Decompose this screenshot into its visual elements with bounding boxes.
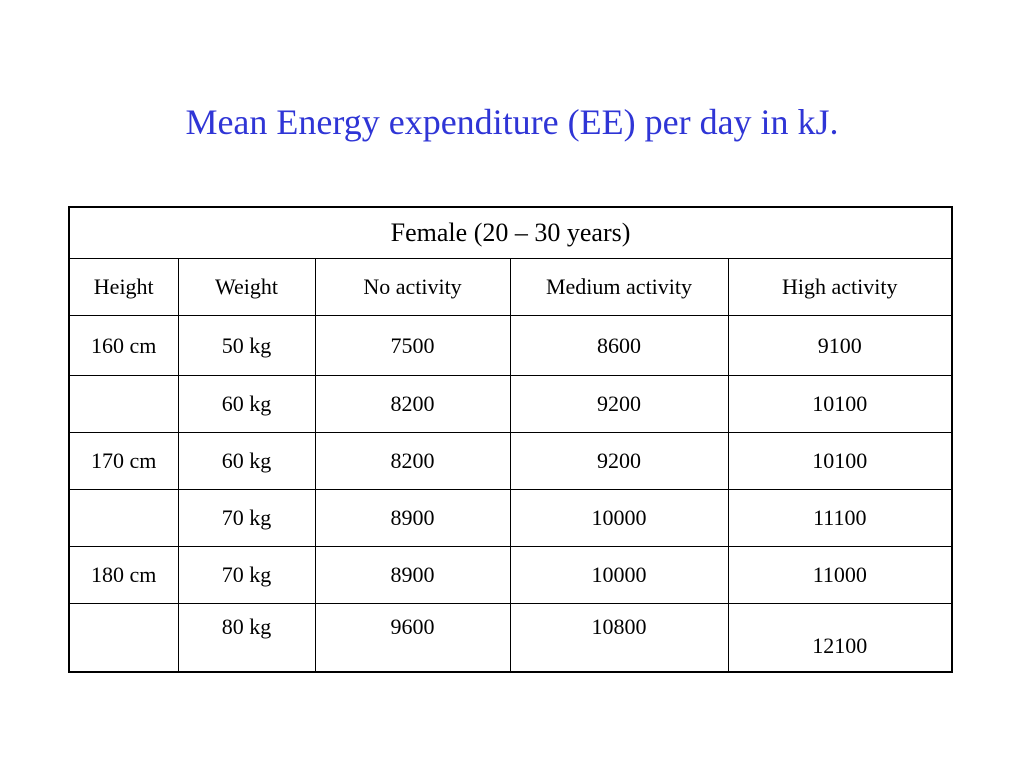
cell-medium-activity: 9200 xyxy=(509,375,729,433)
cell-weight: 70 kg xyxy=(177,489,316,547)
header-high-activity: High activity xyxy=(727,258,953,316)
cell-high-activity: 12100 xyxy=(727,603,953,673)
cell-medium-activity: 10000 xyxy=(509,546,729,604)
cell-weight: 50 kg xyxy=(177,315,316,376)
table-caption-row: Female (20 – 30 years) xyxy=(68,206,953,259)
cell-height: 180 cm xyxy=(68,546,179,604)
table-row: 170 cm 60 kg 8200 9200 10100 xyxy=(68,432,953,490)
cell-high-activity: 10100 xyxy=(727,375,953,433)
cell-weight: 60 kg xyxy=(177,375,316,433)
header-weight: Weight xyxy=(177,258,316,316)
cell-height xyxy=(68,603,179,673)
table-caption: Female (20 – 30 years) xyxy=(68,206,953,259)
header-height: Height xyxy=(68,258,179,316)
cell-weight: 80 kg xyxy=(177,603,316,673)
cell-high-activity: 9100 xyxy=(727,315,953,376)
table-row: 60 kg 8200 9200 10100 xyxy=(68,375,953,433)
slide-title: Mean Energy expenditure (EE) per day in … xyxy=(185,102,839,142)
cell-no-activity: 7500 xyxy=(314,315,511,376)
cell-weight: 70 kg xyxy=(177,546,316,604)
cell-height: 170 cm xyxy=(68,432,179,490)
cell-no-activity: 8900 xyxy=(314,546,511,604)
cell-height xyxy=(68,489,179,547)
cell-weight: 60 kg xyxy=(177,432,316,490)
cell-height xyxy=(68,375,179,433)
cell-high-activity: 11100 xyxy=(727,489,953,547)
cell-high-activity: 11000 xyxy=(727,546,953,604)
cell-no-activity: 9600 xyxy=(314,603,511,673)
cell-medium-activity: 9200 xyxy=(509,432,729,490)
table-row: 180 cm 70 kg 8900 10000 11000 xyxy=(68,546,953,604)
cell-no-activity: 8200 xyxy=(314,375,511,433)
cell-medium-activity: 10800 xyxy=(509,603,729,673)
table-row: 80 kg 9600 10800 12100 xyxy=(68,603,953,673)
table-row: 70 kg 8900 10000 11100 xyxy=(68,489,953,547)
header-medium-activity: Medium activity xyxy=(509,258,729,316)
cell-no-activity: 8200 xyxy=(314,432,511,490)
cell-height: 160 cm xyxy=(68,315,179,376)
cell-high-activity: 10100 xyxy=(727,432,953,490)
header-no-activity: No activity xyxy=(314,258,511,316)
energy-expenditure-table: Female (20 – 30 years) Height Weight No … xyxy=(68,206,954,673)
cell-no-activity: 8900 xyxy=(314,489,511,547)
table-header-row: Height Weight No activity Medium activit… xyxy=(68,258,953,316)
table-row: 160 cm 50 kg 7500 8600 9100 xyxy=(68,315,953,376)
cell-medium-activity: 10000 xyxy=(509,489,729,547)
cell-medium-activity: 8600 xyxy=(509,315,729,376)
